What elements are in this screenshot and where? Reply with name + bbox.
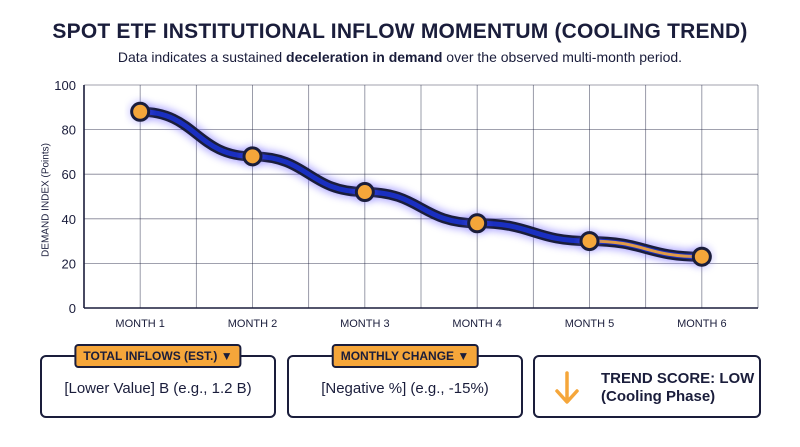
monthly-change-dropdown[interactable]: MONTHLY CHANGE ▼ [331,344,479,368]
data-point [467,213,488,234]
x-tick-label: MONTH 5 [565,318,615,330]
data-point [579,231,600,252]
monthly-change-value: [Negative %] (e.g., -15%) [289,380,521,397]
monthly-change-example: (e.g., -15%) [406,380,489,397]
chart-subtitle: Data indicates a sustained deceleration … [0,49,800,65]
series-demand-index [129,100,713,268]
y-tick-label: 100 [54,78,76,93]
total-inflows-card: TOTAL INFLOWS (EST.) ▼ [Lower Value] B (… [40,344,276,418]
y-tick-label: 60 [62,167,76,182]
chart-title: SPOT ETF INSTITUTIONAL INFLOW MOMENTUM (… [52,20,748,43]
subtitle-pre: Data indicates a sustained [117,49,287,65]
axes: 0 20 40 60 80 100 MONTH 1 MONTH 2 MONTH 3 MONTH 4… [54,78,726,330]
x-tick-label: MONTH 2 [228,318,278,330]
trend-score-line1: TREND SCORE: LOW [601,370,755,387]
y-axis-label: DEMAND INDEX (Points) [40,143,52,257]
x-tick-label: MONTH 1 [115,318,165,330]
series-highlight [589,239,702,259]
y-tick-label: 20 [62,256,76,271]
x-tick-label: MONTH 6 [677,318,727,330]
total-inflows-dropdown[interactable]: TOTAL INFLOWS (EST.) ▼ [74,344,242,368]
line-chart: 0 20 40 60 80 100 MONTH 1 MONTH 2 MONTH 3 MONTH 4… [54,78,759,330]
x-tick-label: MONTH 4 [452,318,502,330]
trend-score-card: TREND SCORE: LOW (Cooling Phase) [533,355,761,418]
monthly-change-main: [Negative %] [321,380,407,397]
subtitle-bold: deceleration in demand [286,49,443,65]
trend-score-text: TREND SCORE: LOW (Cooling Phase) [601,370,754,406]
data-point [691,246,712,267]
subtitle-post: over the observed multi-month period. [442,49,683,65]
total-inflows-main: [Lower Value] B [64,380,170,397]
total-inflows-value: [Lower Value] B (e.g., 1.2 B) [42,380,274,397]
data-point [242,146,263,167]
y-tick-label: 40 [62,212,76,227]
y-tick-label: 80 [62,123,76,138]
data-point [354,182,375,203]
data-point [130,101,151,122]
y-tick-label: 0 [69,301,76,316]
arrow-down-icon [555,371,579,404]
total-inflows-example: (e.g., 1.2 B) [169,380,252,397]
trend-score-line2: (Cooling Phase) [601,388,716,405]
monthly-change-card: MONTHLY CHANGE ▼ [Negative %] (e.g., -15… [287,344,523,418]
x-tick-label: MONTH 3 [340,318,390,330]
